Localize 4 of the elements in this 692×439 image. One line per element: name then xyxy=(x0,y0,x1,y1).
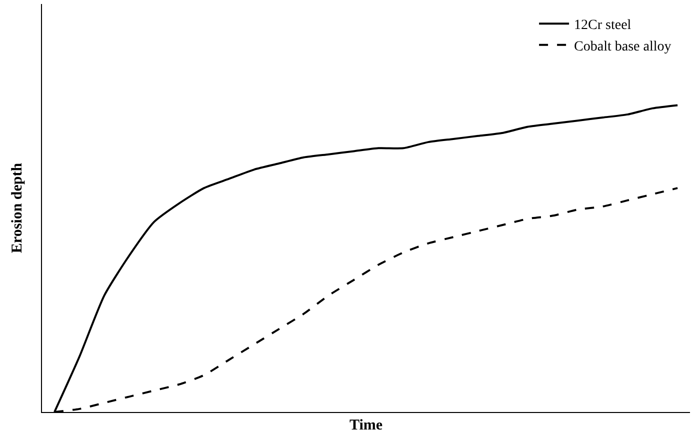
y-axis-title: Erosion depth xyxy=(9,162,26,254)
x-axis-title: Time xyxy=(349,417,383,434)
legend-label: Cobalt base alloy xyxy=(574,39,672,54)
legend-label: 12Cr steel xyxy=(574,18,632,34)
